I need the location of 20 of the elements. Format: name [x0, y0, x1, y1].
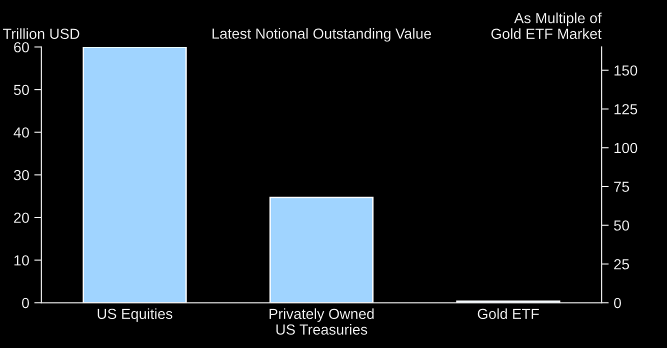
y-axis-title: Trillion USD — [3, 28, 80, 39]
chart-title: Latest Notional Outstanding Value — [212, 28, 431, 42]
y-tick-label: 60 — [14, 42, 29, 52]
y2-tick-label: 0 — [614, 298, 621, 308]
y-tick-label: 50 — [14, 84, 29, 96]
y-tick-label: 10 — [14, 255, 29, 266]
y2-tick-label: 150 — [614, 65, 638, 76]
x-tick-label: Privately Owned US Treasuries — [270, 308, 374, 335]
y-tick-label: 40 — [14, 127, 29, 138]
y2-axis-title: As Multiple of Gold ETF Market — [491, 12, 602, 39]
y2-tick-label: 100 — [614, 142, 638, 154]
y-tick-label: 20 — [14, 212, 29, 223]
y2-tick-label: 125 — [614, 104, 638, 114]
x-tick-label: US Equities — [98, 308, 172, 322]
y2-tick-label: 75 — [614, 182, 630, 192]
y2-tick-label: 50 — [614, 220, 630, 231]
y-tick-label: 30 — [14, 170, 29, 180]
y-tick-label: 0 — [22, 298, 29, 308]
y2-tick-label: 25 — [614, 259, 630, 270]
x-tick-label: Gold ETF — [478, 308, 539, 320]
